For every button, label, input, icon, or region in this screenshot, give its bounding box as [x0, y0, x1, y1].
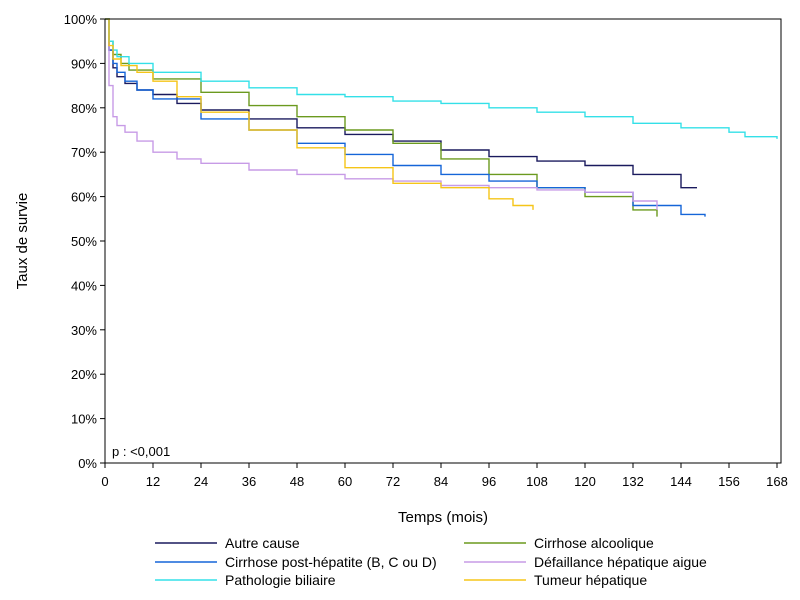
- x-tick-label: 96: [482, 474, 496, 489]
- series-line-cirrhose-post-hepatite-b-c-ou-d: [105, 18, 706, 217]
- y-tick-label: 70%: [71, 145, 97, 160]
- x-tick-label: 84: [434, 474, 448, 489]
- series-line-tumeur-hepatique: [105, 18, 534, 210]
- legend: Autre cause Cirrhose alcoolique Cirrhose p…: [155, 535, 707, 588]
- series-line-autre-cause: [105, 18, 697, 189]
- x-tick-label: 144: [670, 474, 692, 489]
- legend-label: Cirrhose alcoolique: [534, 535, 654, 551]
- legend-label: Cirrhose post-hépatite (B, C ou D): [225, 554, 437, 570]
- x-tick-label: 168: [766, 474, 788, 489]
- series-line-cirrhose-alcoolique: [105, 18, 658, 217]
- y-tick-label: 60%: [71, 190, 97, 205]
- x-tick-label: 72: [386, 474, 400, 489]
- y-tick-label: 90%: [71, 56, 97, 71]
- y-axis-title: Taux de survie: [14, 193, 31, 290]
- p-value-annotation: p : <0,001: [112, 444, 170, 459]
- y-tick-label: 0%: [78, 456, 97, 471]
- x-tick-label: 48: [290, 474, 304, 489]
- x-axis-title: Temps (mois): [398, 509, 488, 526]
- x-tick-label: 36: [242, 474, 256, 489]
- y-tick-label: 50%: [71, 234, 97, 249]
- series-layer: [105, 18, 778, 217]
- y-axis: 0% 10% 20% 30% 40% 50% 60% 70% 80% 90% 100%: [64, 12, 105, 471]
- x-tick-label: 60: [338, 474, 352, 489]
- y-tick-label: 10%: [71, 412, 97, 427]
- x-tick-label: 108: [526, 474, 548, 489]
- plot-frame: [104, 18, 782, 464]
- x-axis: 0 12 24 36 48 60 72 84 96 108 120 132 144 156 168: [101, 463, 788, 489]
- y-tick-label: 40%: [71, 278, 97, 293]
- legend-label: Tumeur hépatique: [534, 572, 647, 588]
- legend-label: Pathologie biliaire: [225, 572, 336, 588]
- x-tick-label: 120: [574, 474, 596, 489]
- legend-label: Défaillance hépatique aigue: [534, 554, 707, 570]
- y-tick-label: 100%: [64, 12, 98, 27]
- x-tick-label: 0: [101, 474, 108, 489]
- y-tick-label: 30%: [71, 323, 97, 338]
- series-line-defaillance-hepatique-aigue: [105, 18, 658, 210]
- legend-label: Autre cause: [225, 535, 300, 551]
- series-line-pathologie-biliaire: [105, 18, 778, 139]
- x-tick-label: 12: [146, 474, 160, 489]
- y-tick-label: 80%: [71, 101, 97, 116]
- x-tick-label: 24: [194, 474, 208, 489]
- x-tick-label: 132: [622, 474, 644, 489]
- x-tick-label: 156: [718, 474, 740, 489]
- y-tick-label: 20%: [71, 367, 97, 382]
